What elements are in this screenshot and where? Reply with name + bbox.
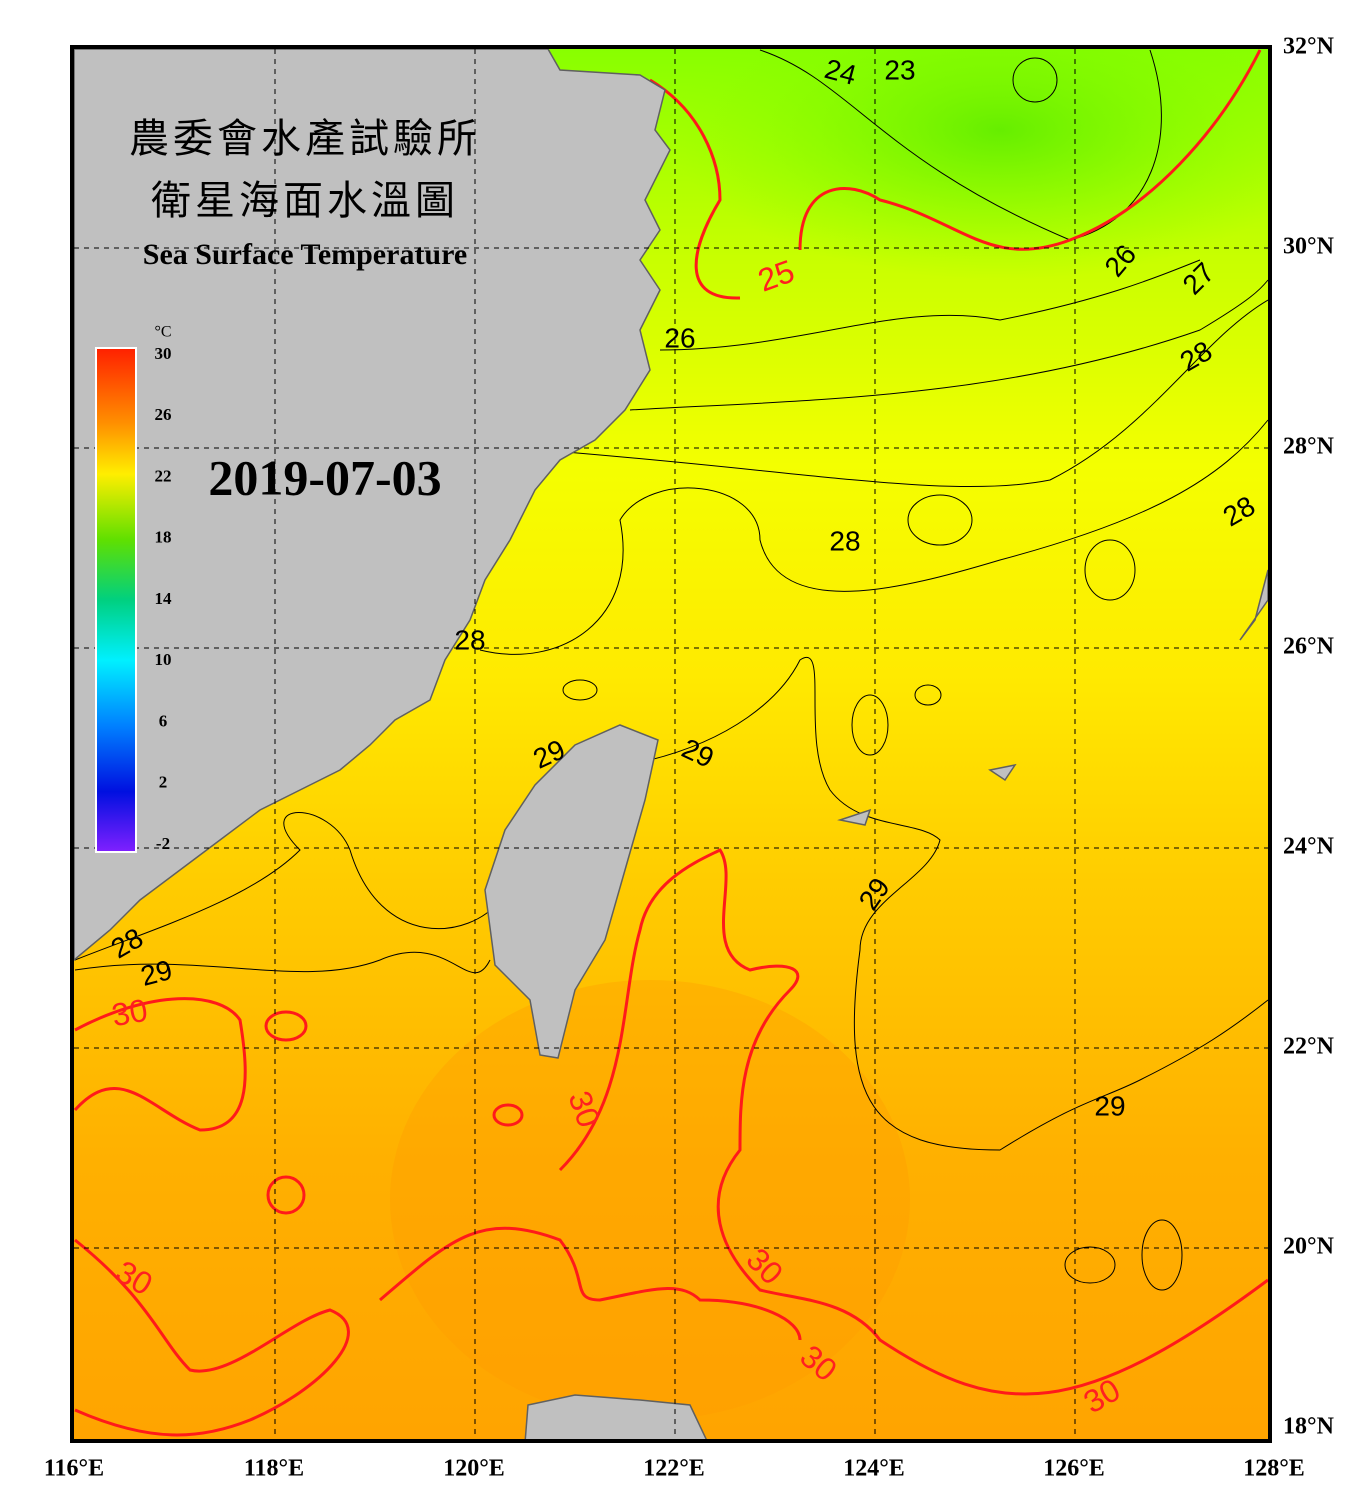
date: 2019-07-03	[208, 449, 441, 505]
longitude-label: 124°E	[843, 1456, 905, 1482]
contour-label: 28	[829, 525, 860, 556]
latitude-label: 22°N	[1283, 1034, 1335, 1060]
latitude-label: 24°N	[1283, 834, 1335, 860]
contour-label: 28	[454, 624, 485, 655]
latitude-label: 28°N	[1283, 434, 1335, 460]
title-en: Sea Surface Temperature	[143, 238, 467, 271]
colorbar	[95, 347, 137, 853]
longitude-label: 126°E	[1043, 1456, 1105, 1482]
title-zh: 農委會水產試驗所	[129, 116, 481, 161]
colorbar-tick-label: 18	[155, 528, 172, 547]
contour-label: 26	[664, 322, 695, 353]
colorbar-tick-label: 6	[159, 711, 168, 730]
contour-label: 23	[884, 54, 915, 85]
colorbar-tick-label: 10	[155, 650, 172, 669]
latitude-label: 30°N	[1283, 234, 1335, 260]
colorbar-tick-label: 22	[155, 466, 172, 485]
map-area: 24 23 25 26 26 27 28 28 28 28 29 29 29 2…	[74, 49, 1268, 1439]
longitude-label: 122°E	[643, 1456, 705, 1482]
colorbar-tick-label: 14	[155, 589, 173, 608]
latitude-label: 18°N	[1283, 1414, 1335, 1440]
longitude-label: 116°E	[44, 1456, 104, 1482]
colorbar-tick-label: 2	[159, 773, 168, 792]
longitude-label: 118°E	[244, 1456, 304, 1482]
contour-label: 30	[109, 992, 150, 1034]
contour-label: 29	[1094, 1090, 1125, 1121]
title-zh: 衛星海面水溫圖	[151, 178, 459, 223]
longitude-label: 120°E	[443, 1456, 505, 1482]
colorbar-tick-label: -2	[156, 834, 170, 853]
longitude-label: 128°E	[1243, 1456, 1305, 1482]
latitude-label: 26°N	[1283, 634, 1335, 660]
colorbar-unit: °C	[154, 324, 171, 341]
latitude-label: 32°N	[1283, 34, 1335, 60]
latitude-label: 20°N	[1283, 1234, 1335, 1260]
colorbar-tick-label: 30	[155, 344, 172, 363]
colorbar-tick-label: 26	[155, 405, 172, 424]
